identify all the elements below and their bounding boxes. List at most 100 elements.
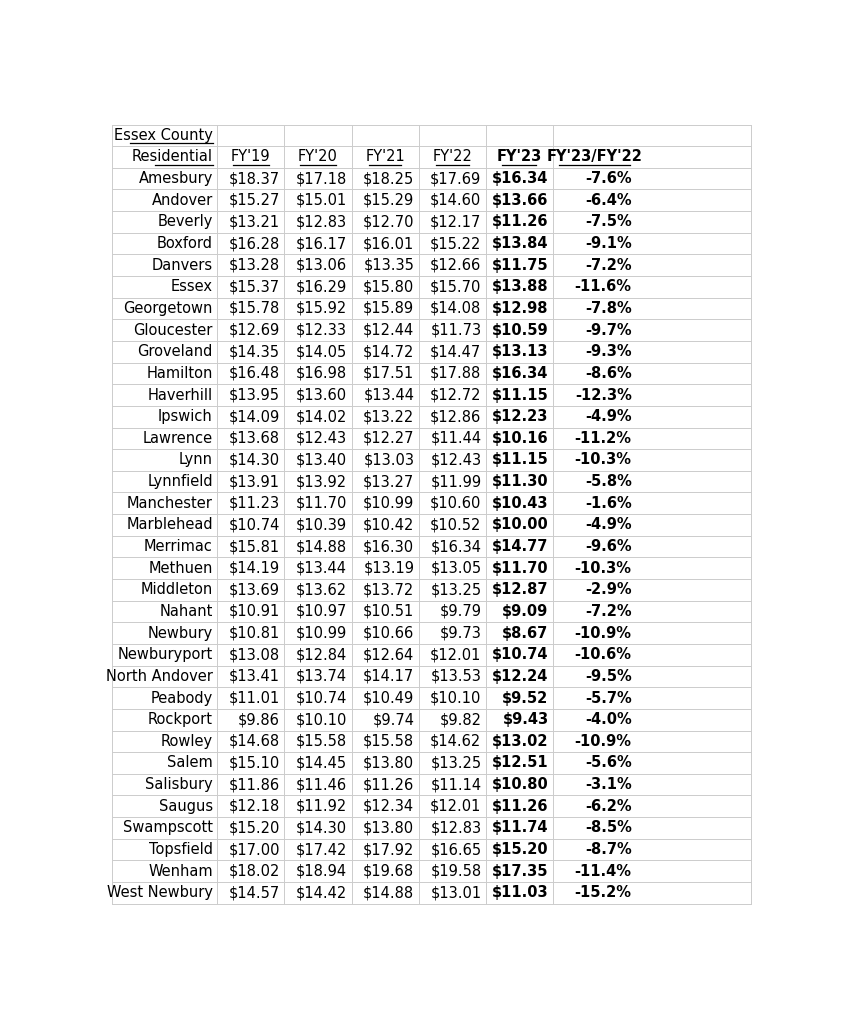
Text: $10.81: $10.81 [229, 626, 280, 640]
Text: $12.98: $12.98 [492, 301, 548, 316]
Text: $12.23: $12.23 [493, 409, 548, 425]
Text: $12.72: $12.72 [430, 388, 482, 402]
Text: -11.4%: -11.4% [575, 863, 632, 879]
Text: FY'23/FY'22: FY'23/FY'22 [546, 150, 642, 165]
Text: $15.92: $15.92 [296, 301, 347, 316]
Text: $15.29: $15.29 [363, 192, 414, 208]
Text: $13.92: $13.92 [296, 474, 347, 489]
Text: $10.39: $10.39 [296, 517, 347, 532]
Text: $13.53: $13.53 [430, 669, 482, 684]
Text: Essex: Essex [171, 279, 213, 294]
Text: -9.7%: -9.7% [585, 323, 632, 338]
Text: $9.52: $9.52 [503, 690, 548, 705]
Text: $13.41: $13.41 [229, 669, 280, 684]
Text: Salem: Salem [167, 755, 213, 771]
Text: $10.91: $10.91 [229, 604, 280, 619]
Text: -5.7%: -5.7% [585, 690, 632, 705]
Text: $12.33: $12.33 [296, 323, 347, 338]
Text: $17.92: $17.92 [363, 842, 414, 857]
Text: Hamilton: Hamilton [147, 365, 213, 381]
Text: $13.05: $13.05 [430, 561, 482, 576]
Text: $11.23: $11.23 [229, 496, 280, 511]
Text: -10.6%: -10.6% [575, 647, 632, 663]
Text: $12.43: $12.43 [296, 431, 347, 446]
Text: $13.74: $13.74 [296, 669, 347, 684]
Text: -6.2%: -6.2% [585, 799, 632, 813]
Text: $14.05: $14.05 [296, 344, 347, 359]
Text: $16.17: $16.17 [296, 236, 347, 251]
Text: $11.86: $11.86 [229, 777, 280, 792]
Text: $9.43: $9.43 [503, 713, 548, 727]
Text: $11.70: $11.70 [296, 496, 347, 511]
Text: -9.5%: -9.5% [585, 669, 632, 684]
Text: Newbury: Newbury [147, 626, 213, 640]
Text: $12.66: $12.66 [430, 258, 482, 273]
Text: Topsfield: Topsfield [149, 842, 213, 857]
Text: Ipswich: Ipswich [158, 409, 213, 425]
Text: $10.52: $10.52 [430, 517, 482, 532]
Text: $17.35: $17.35 [492, 863, 548, 879]
Text: Saugus: Saugus [158, 799, 213, 813]
Text: $17.42: $17.42 [296, 842, 347, 857]
Text: $13.44: $13.44 [296, 561, 347, 576]
Text: $10.49: $10.49 [363, 690, 414, 705]
Text: $10.59: $10.59 [492, 323, 548, 338]
Text: $15.89: $15.89 [363, 301, 414, 316]
Text: $13.28: $13.28 [229, 258, 280, 273]
Text: $12.86: $12.86 [430, 409, 482, 425]
Text: $13.60: $13.60 [296, 388, 347, 402]
Text: $15.01: $15.01 [296, 192, 347, 208]
Text: $12.27: $12.27 [363, 431, 414, 446]
Text: Lynnfield: Lynnfield [147, 474, 213, 489]
Text: $14.42: $14.42 [296, 886, 347, 900]
Text: $17.18: $17.18 [296, 171, 347, 186]
Text: $18.37: $18.37 [229, 171, 280, 186]
Text: $14.47: $14.47 [430, 344, 482, 359]
Text: $12.43: $12.43 [430, 452, 482, 467]
Text: $14.35: $14.35 [229, 344, 280, 359]
Text: $15.78: $15.78 [229, 301, 280, 316]
Text: $11.75: $11.75 [492, 258, 548, 273]
Text: FY'21: FY'21 [365, 150, 405, 165]
Text: FY'19: FY'19 [231, 150, 270, 165]
Text: $13.91: $13.91 [229, 474, 280, 489]
Text: $15.20: $15.20 [492, 842, 548, 857]
Text: $14.88: $14.88 [363, 886, 414, 900]
Text: $10.42: $10.42 [363, 517, 414, 532]
Text: -7.8%: -7.8% [585, 301, 632, 316]
Text: Marblehead: Marblehead [126, 517, 213, 532]
Text: $18.25: $18.25 [363, 171, 414, 186]
Text: -5.8%: -5.8% [585, 474, 632, 489]
Text: $13.08: $13.08 [229, 647, 280, 663]
Text: $13.25: $13.25 [430, 582, 482, 598]
Text: $11.73: $11.73 [430, 323, 482, 338]
Text: $10.80: $10.80 [492, 777, 548, 792]
Text: $17.51: $17.51 [363, 365, 414, 381]
Text: $11.26: $11.26 [492, 799, 548, 813]
Text: $15.20: $15.20 [228, 821, 280, 836]
Text: $10.99: $10.99 [296, 626, 347, 640]
Text: -4.9%: -4.9% [585, 517, 632, 532]
Text: $13.84: $13.84 [492, 236, 548, 251]
Text: $13.25: $13.25 [430, 755, 482, 771]
Text: Groveland: Groveland [137, 344, 213, 359]
Text: Swampscott: Swampscott [123, 821, 213, 836]
Text: $10.16: $10.16 [492, 431, 548, 446]
Text: $9.74: $9.74 [372, 713, 414, 727]
Text: -7.2%: -7.2% [585, 258, 632, 273]
Text: $10.43: $10.43 [492, 496, 548, 511]
Text: -11.6%: -11.6% [575, 279, 632, 294]
Text: $15.37: $15.37 [229, 279, 280, 294]
Text: $14.02: $14.02 [296, 409, 347, 425]
Text: $13.95: $13.95 [229, 388, 280, 402]
Text: $15.27: $15.27 [228, 192, 280, 208]
Text: $16.01: $16.01 [363, 236, 414, 251]
Text: $14.09: $14.09 [229, 409, 280, 425]
Text: $9.79: $9.79 [440, 604, 482, 619]
Text: $10.74: $10.74 [228, 517, 280, 532]
Text: $10.97: $10.97 [296, 604, 347, 619]
Text: $12.64: $12.64 [363, 647, 414, 663]
Text: -10.3%: -10.3% [575, 561, 632, 576]
Text: $11.03: $11.03 [492, 886, 548, 900]
Text: -11.2%: -11.2% [575, 431, 632, 446]
